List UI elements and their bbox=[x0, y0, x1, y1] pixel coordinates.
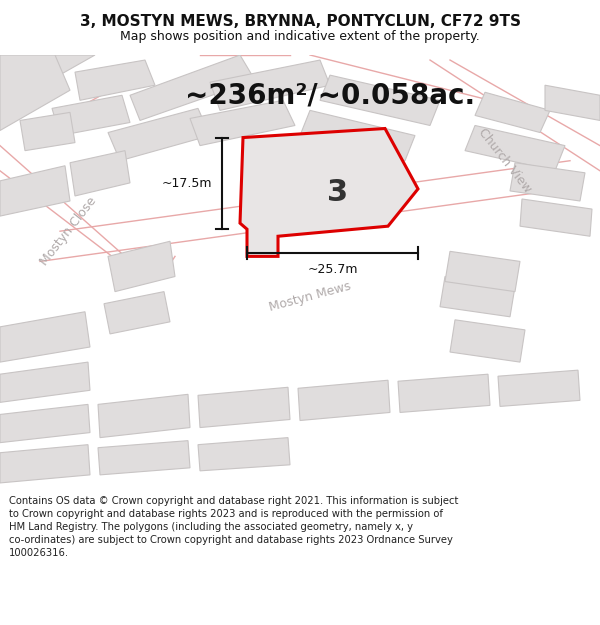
Polygon shape bbox=[0, 362, 90, 403]
Polygon shape bbox=[300, 111, 415, 161]
Text: Mostyn Close: Mostyn Close bbox=[37, 194, 99, 268]
Polygon shape bbox=[70, 151, 130, 196]
Polygon shape bbox=[0, 404, 90, 442]
Polygon shape bbox=[0, 55, 70, 131]
Polygon shape bbox=[190, 100, 295, 146]
Polygon shape bbox=[520, 199, 592, 236]
Polygon shape bbox=[52, 95, 130, 136]
Polygon shape bbox=[198, 438, 290, 471]
Polygon shape bbox=[20, 112, 75, 151]
Text: Contains OS data © Crown copyright and database right 2021. This information is : Contains OS data © Crown copyright and d… bbox=[9, 496, 458, 559]
Polygon shape bbox=[198, 388, 290, 428]
Polygon shape bbox=[465, 126, 565, 171]
Polygon shape bbox=[0, 444, 90, 483]
Polygon shape bbox=[510, 162, 585, 201]
Text: ~17.5m: ~17.5m bbox=[161, 177, 212, 190]
Polygon shape bbox=[0, 312, 90, 362]
Polygon shape bbox=[0, 166, 70, 216]
Polygon shape bbox=[108, 108, 210, 161]
Polygon shape bbox=[210, 60, 330, 111]
Polygon shape bbox=[475, 92, 550, 132]
Text: 3, MOSTYN MEWS, BRYNNA, PONTYCLUN, CF72 9TS: 3, MOSTYN MEWS, BRYNNA, PONTYCLUN, CF72 … bbox=[79, 14, 521, 29]
Polygon shape bbox=[15, 55, 95, 100]
Polygon shape bbox=[498, 370, 580, 406]
Polygon shape bbox=[240, 129, 418, 256]
Polygon shape bbox=[98, 394, 190, 438]
Polygon shape bbox=[450, 320, 525, 362]
Text: Map shows position and indicative extent of the property.: Map shows position and indicative extent… bbox=[120, 30, 480, 43]
Text: ~25.7m: ~25.7m bbox=[307, 263, 358, 276]
Text: 3: 3 bbox=[328, 179, 349, 208]
Polygon shape bbox=[108, 241, 175, 292]
Polygon shape bbox=[398, 374, 490, 413]
Polygon shape bbox=[445, 251, 520, 292]
Polygon shape bbox=[298, 380, 390, 421]
Polygon shape bbox=[130, 55, 255, 121]
Polygon shape bbox=[440, 276, 515, 317]
Text: Mostyn Mews: Mostyn Mews bbox=[268, 279, 352, 314]
Polygon shape bbox=[104, 292, 170, 334]
Polygon shape bbox=[545, 85, 600, 121]
Polygon shape bbox=[320, 75, 440, 126]
Text: ~236m²/~0.058ac.: ~236m²/~0.058ac. bbox=[185, 81, 475, 109]
Polygon shape bbox=[75, 60, 155, 100]
Polygon shape bbox=[98, 441, 190, 475]
Text: Church View: Church View bbox=[476, 126, 534, 196]
